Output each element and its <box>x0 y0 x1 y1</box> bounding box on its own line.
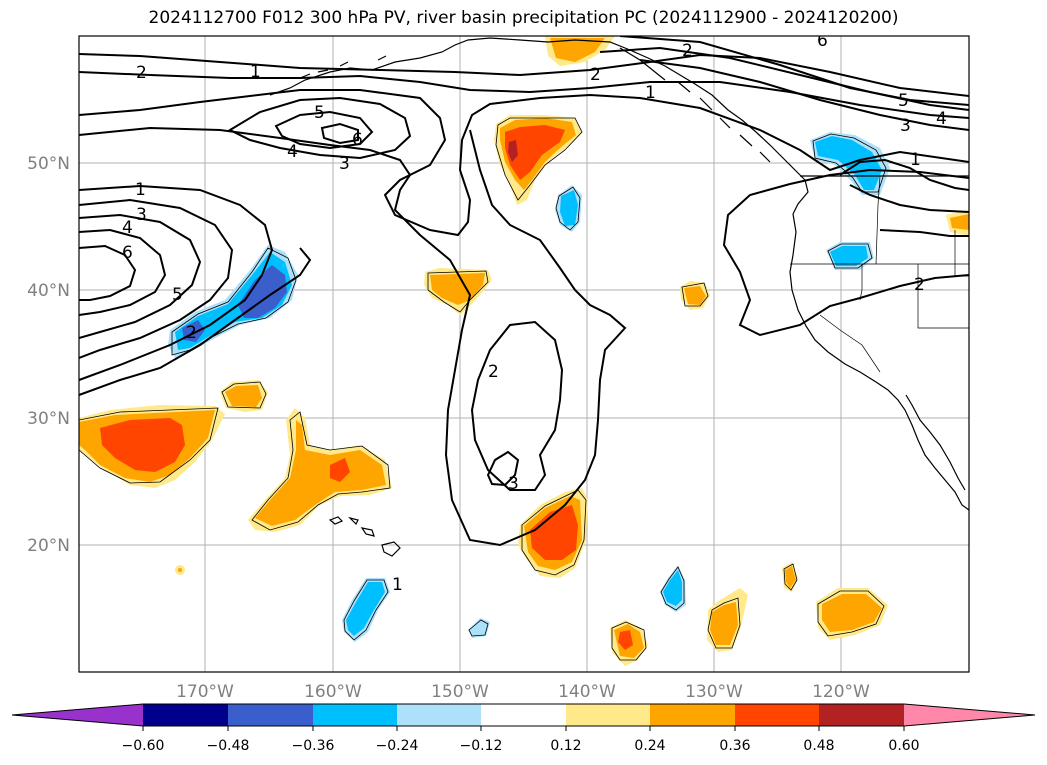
contour-label: 6 <box>817 31 828 51</box>
colorbar-tick-label: 0.36 <box>719 738 750 754</box>
pv-contour-labels: 6 2 1 5 4 6 3 5 3 4 1 1 3 4 6 5 2 2 3 1 … <box>122 31 947 595</box>
contour-label: 5 <box>898 91 909 111</box>
colorbar-tick-label: −0.60 <box>122 738 165 754</box>
contour-label: 3 <box>136 205 147 225</box>
lon-axis: 170°W 160°W 150°W 140°W 130°W 120°W <box>176 682 870 702</box>
precip-positive-areas <box>79 36 969 666</box>
colorbar-bin <box>819 704 904 726</box>
colorbar-bin <box>397 704 481 726</box>
colorbar-tick-label: −0.24 <box>376 738 419 754</box>
colorbar-tick-label: −0.48 <box>207 738 250 754</box>
contour-label: 6 <box>352 130 363 150</box>
lat-tick-label: 30°N <box>27 409 70 429</box>
colorbar-bin <box>735 704 819 726</box>
contour-label: 4 <box>122 218 133 238</box>
colorbar-bin <box>313 704 397 726</box>
colorbar-tick-label: −0.12 <box>460 738 503 754</box>
colorbar-bin <box>566 704 650 726</box>
contour-label: 1 <box>250 62 261 82</box>
contour-label: 5 <box>314 103 325 123</box>
lon-tick-label: 130°W <box>685 682 743 702</box>
colorbar-ticks <box>142 726 905 731</box>
pv-contours <box>79 36 969 547</box>
lon-tick-label: 170°W <box>176 682 234 702</box>
state-borders <box>790 175 969 373</box>
contour-label: 2 <box>682 41 693 61</box>
colorbar-tick-label: 0.48 <box>803 738 834 754</box>
contour-label: 2 <box>488 362 499 382</box>
colorbar-bin <box>481 704 566 726</box>
precip-outlines <box>79 117 887 661</box>
contour-label: 3 <box>900 116 911 136</box>
colorbar-tick-label: 0.24 <box>634 738 665 754</box>
colorbar-underflow <box>12 704 143 726</box>
contour-label: 4 <box>287 142 298 162</box>
lon-tick-label: 160°W <box>304 682 362 702</box>
lat-tick-label: 20°N <box>27 536 70 556</box>
contour-label: 1 <box>392 575 403 595</box>
map-border <box>78 35 970 673</box>
contour-label: 1 <box>645 83 656 103</box>
contour-label: 1 <box>910 150 921 170</box>
contour-label: 6 <box>122 243 133 263</box>
contour-label: 3 <box>339 154 350 174</box>
contour-label: 2 <box>590 65 601 85</box>
contour-label: 2 <box>186 323 197 343</box>
contour-label: 2 <box>136 63 147 83</box>
colorbar: −0.60 −0.48 −0.36 −0.24 −0.12 0.12 0.24 … <box>11 703 1036 754</box>
contour-label: 4 <box>936 109 947 129</box>
colorbar-tick-label: −0.36 <box>292 738 335 754</box>
lon-tick-label: 140°W <box>558 682 616 702</box>
map-title: 2024112700 F012 300 hPa PV, river basin … <box>148 8 899 28</box>
colorbar-tick-label: 0.60 <box>888 738 919 754</box>
lat-tick-label: 50°N <box>27 154 70 174</box>
contour-label: 1 <box>135 180 146 200</box>
colorbar-tick-label: 0.12 <box>550 738 581 754</box>
lon-tick-label: 120°W <box>812 682 870 702</box>
colorbar-bin <box>228 704 313 726</box>
contour-label: 2 <box>914 275 925 295</box>
lat-tick-label: 40°N <box>27 281 70 301</box>
colorbar-bin <box>143 704 228 726</box>
lat-axis: 50°N 40°N 30°N 20°N <box>27 154 70 556</box>
colorbar-overflow <box>904 704 1035 726</box>
colorbar-bin <box>650 704 735 726</box>
lon-tick-label: 150°W <box>431 682 489 702</box>
contour-label: 5 <box>172 285 183 305</box>
contour-label: 3 <box>508 474 519 494</box>
